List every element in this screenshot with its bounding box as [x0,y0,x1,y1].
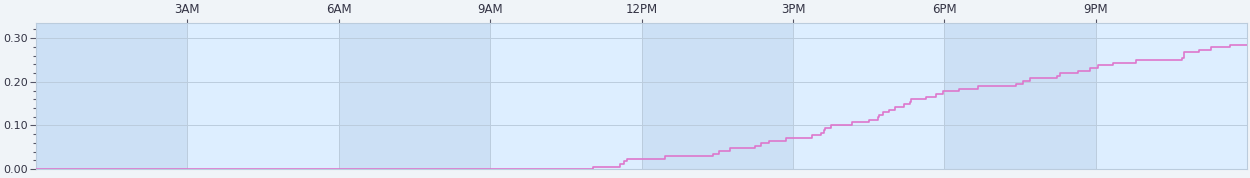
Bar [36,23,188,169]
Bar [1096,23,1248,169]
Bar [188,23,339,169]
Bar [945,23,1096,169]
Bar [641,23,792,169]
Bar [490,23,641,169]
Bar [339,23,490,169]
Bar [792,23,945,169]
